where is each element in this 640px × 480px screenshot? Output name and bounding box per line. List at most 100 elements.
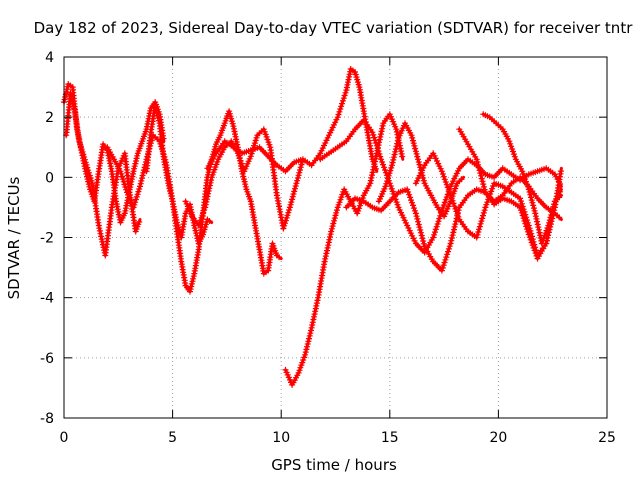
y-tick-label: 4 [45,50,54,66]
x-tick-label: 5 [168,430,177,446]
data-point-marker [549,209,555,216]
data-point-marker [438,267,445,274]
data-point-marker [410,140,417,147]
data-point-marker [380,161,386,168]
data-point-marker [413,150,420,157]
data-point-marker [529,199,536,206]
data-point-marker [306,335,312,342]
data-point-marker [453,208,460,215]
data-point-marker [522,220,529,227]
data-point-marker [338,103,345,110]
x-tick-label: 25 [598,430,616,446]
data-point-marker [86,169,92,176]
data-point-marker [518,200,525,207]
y-tick-label: -2 [40,231,54,247]
data-point-marker [152,104,159,111]
data-point-marker [529,242,536,249]
data-point-marker [83,161,90,168]
data-point-marker [304,341,311,347]
data-point-marker [458,176,465,183]
data-point-marker [528,194,534,201]
data-point-marker [339,100,345,107]
data-point-marker [530,205,537,212]
data-point-marker [139,172,146,179]
data-point-marker [370,131,377,138]
data-point-marker [432,229,438,236]
data-point-marker [448,237,455,244]
data-point-marker [415,221,422,228]
axis-ticks: 0 5 10 15 20 25 -8 -6 -4 -2 0 2 4 [40,50,616,446]
data-point-marker [443,254,450,261]
data-point-marker [410,205,417,212]
data-point-marker [441,199,448,206]
data-point-marker [387,183,394,189]
data-point-marker [521,218,528,224]
data-point-marker [417,229,424,236]
data-point-marker [481,186,488,193]
data-point-marker [478,172,484,179]
data-point-marker [556,214,563,221]
data-point-marker [440,262,447,269]
data-point-marker [372,137,378,144]
series-sat-e [182,126,306,232]
data-point-marker [474,231,481,238]
data-point-marker [436,215,443,222]
data-point-marker [78,146,85,153]
data-point-marker [132,199,139,206]
data-point-marker [123,186,130,193]
data-point-marker [420,240,427,247]
data-point-marker [431,231,438,238]
data-point-marker [331,215,338,222]
series-sat-b [63,90,143,259]
data-point-marker [137,183,143,190]
data-point-marker [445,248,451,255]
data-point-marker [414,215,421,222]
data-point-marker [372,140,379,146]
data-point-marker [518,209,525,216]
data-point-marker [98,236,105,243]
data-point-marker [415,156,421,163]
data-point-marker [399,153,406,160]
x-tick-label: 10 [272,430,290,446]
data-point-marker [68,92,75,99]
data-point-marker [307,330,314,337]
data-point-marker [416,224,423,231]
data-point-marker [339,97,346,104]
data-point-marker [447,192,454,199]
data-point-marker [138,177,145,184]
data-point-marker [420,238,427,244]
data-point-marker [288,199,295,206]
data-point-marker [434,221,441,227]
data-point-marker [388,185,395,192]
data-point-marker [405,189,412,195]
data-point-marker [446,243,453,250]
data-point-marker [438,168,445,175]
data-point-marker [455,213,462,220]
data-point-marker [476,226,482,233]
data-point-marker [394,201,401,208]
data-point-marker [524,226,531,233]
series-sat-g [282,111,406,388]
data-point-marker [294,175,301,181]
data-point-marker [296,169,303,176]
data-point-marker [304,343,310,350]
data-point-marker [548,211,555,218]
series-sat-m [480,111,563,247]
data-point-marker [302,349,309,356]
chart-title: Day 182 of 2023, Sidereal Day-to-day VTE… [34,19,634,37]
data-point-marker [330,220,337,227]
data-point-marker [447,240,454,247]
y-axis-label: SDTVAR / TECUs [5,176,23,299]
data-point-marker [441,259,448,266]
data-point-marker [478,218,485,225]
data-point-marker [381,164,387,171]
data-point-marker [520,215,527,222]
data-point-marker [407,194,414,201]
data-point-marker [297,167,303,173]
data-point-marker [517,204,524,211]
data-point-marker [488,188,495,195]
data-point-marker [433,223,440,230]
data-point-marker [451,203,458,210]
data-point-marker [551,201,558,208]
data-point-marker [387,167,394,174]
